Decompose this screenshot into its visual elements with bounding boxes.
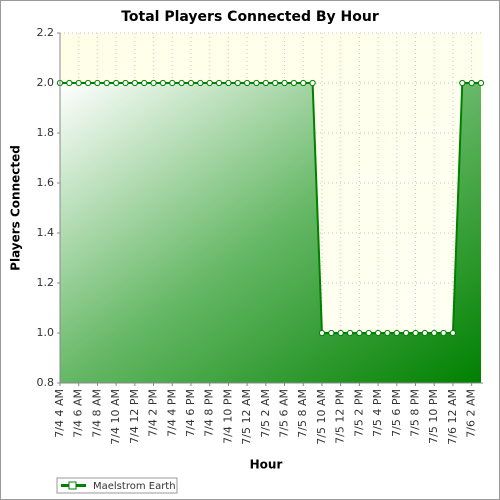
point [393, 329, 400, 337]
legend-label: Maelstrom Earth [93, 481, 176, 492]
x-tick-label: 7/4 10 PM [221, 389, 234, 444]
x-tick-label: 7/4 10 AM [109, 389, 122, 445]
point [187, 79, 195, 87]
point [66, 79, 73, 87]
point [300, 79, 307, 87]
point [103, 79, 110, 87]
x-tick-label: 7/4 6 AM [72, 389, 85, 438]
point [346, 329, 354, 337]
x-tick-label: 7/6 2 AM [465, 389, 478, 438]
point [113, 79, 120, 87]
x-tick-label: 7/5 12 PM [334, 389, 347, 444]
y-tick-label: 2.2 [37, 26, 55, 39]
chart-title: Total Players Connected By Hour [121, 9, 379, 25]
point [412, 329, 419, 337]
point [365, 329, 372, 337]
point [169, 79, 176, 87]
point [150, 79, 157, 87]
point [318, 329, 326, 337]
point [197, 79, 204, 87]
x-tick-label: 7/5 6 PM [390, 389, 403, 437]
point [122, 79, 129, 87]
point [309, 79, 316, 87]
point [131, 79, 138, 87]
point [459, 79, 466, 87]
point [215, 79, 223, 87]
x-tick-label: 7/4 12 PM [128, 389, 141, 444]
x-tick-label: 7/4 8 AM [90, 389, 103, 438]
point [384, 329, 391, 337]
legend: Maelstrom Earth [56, 477, 178, 494]
point [440, 329, 447, 337]
y-tick-label: 1.0 [37, 326, 55, 339]
x-tick-label: 7/5 2 AM [259, 389, 272, 438]
y-tick-label: 1.2 [37, 276, 55, 289]
y-tick-label: 1.8 [37, 126, 55, 139]
y-tick-label: 1.4 [37, 226, 55, 239]
point [281, 79, 288, 87]
x-tick-label: 7/5 8 PM [409, 389, 422, 437]
point [431, 329, 438, 337]
point [253, 79, 260, 87]
point [75, 79, 82, 87]
point [84, 79, 92, 87]
point [477, 79, 485, 87]
x-tick-label: 7/5 6 AM [278, 389, 291, 438]
point [234, 79, 241, 87]
x-tick-label: 7/6 12 AM [446, 389, 459, 445]
point [403, 329, 410, 337]
point [290, 79, 297, 87]
point [225, 79, 232, 87]
x-tick-label: 7/5 10 AM [315, 389, 328, 445]
point [94, 79, 101, 87]
point [421, 329, 428, 337]
y-tick-label: 2.0 [37, 76, 55, 89]
point [374, 329, 382, 337]
y-axis-title: Players Connected [9, 145, 23, 271]
x-tick-label: 7/4 2 PM [147, 389, 160, 437]
point [206, 79, 213, 87]
point [141, 79, 148, 87]
x-tick-label: 7/4 8 PM [203, 389, 216, 437]
legend-box [56, 477, 178, 494]
point [468, 79, 475, 87]
x-tick-label: 7/4 6 PM [184, 389, 197, 437]
x-tick-label: 7/4 4 AM [53, 389, 66, 438]
point [328, 329, 335, 337]
x-tick-label: 7/5 2 PM [352, 389, 365, 437]
point [262, 79, 269, 87]
y-tick-label: 1.6 [37, 176, 55, 189]
y-tick-label: 0.8 [37, 376, 55, 389]
point [244, 79, 251, 87]
point [337, 329, 344, 337]
line [60, 82, 481, 334]
x-axis-title: Hour [250, 458, 283, 472]
legend-marker [68, 481, 77, 490]
point [356, 329, 363, 337]
x-tick-label: 7/4 4 PM [165, 389, 178, 437]
x-tick-label: 7/5 12 AM [240, 389, 253, 445]
point [159, 79, 167, 87]
point [272, 79, 279, 87]
x-tick-label: 7/5 8 AM [296, 389, 309, 438]
x-tick-label: 7/5 10 PM [427, 389, 440, 444]
point [449, 329, 457, 337]
area [60, 83, 481, 383]
x-tick-label: 7/5 4 PM [371, 389, 384, 437]
point [178, 79, 185, 87]
